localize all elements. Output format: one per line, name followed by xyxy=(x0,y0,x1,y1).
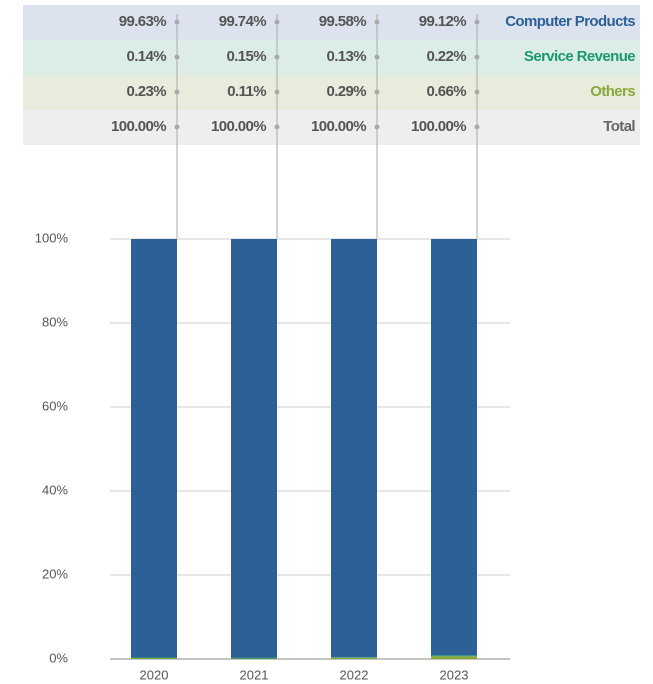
table-value: 99.58% xyxy=(319,13,367,30)
bar-segment xyxy=(231,239,277,658)
table-value: 0.14% xyxy=(126,48,166,65)
y-tick-label: 80% xyxy=(42,314,68,329)
table-value: 0.66% xyxy=(426,83,466,100)
table-value: 0.29% xyxy=(326,83,366,100)
x-tick-label: 2021 xyxy=(240,667,269,682)
connector-dot xyxy=(274,19,280,25)
bar-segment xyxy=(131,658,177,659)
row-label: Computer Products xyxy=(505,13,635,30)
connector-dot xyxy=(274,54,280,60)
bar-segment xyxy=(431,656,477,659)
connector-dot xyxy=(474,89,480,95)
table-value: 0.22% xyxy=(426,48,466,65)
y-tick-label: 60% xyxy=(42,398,68,413)
bar-segment xyxy=(431,655,477,657)
connector-dot xyxy=(174,124,180,130)
table-row-bg xyxy=(23,110,640,145)
table-row-bg xyxy=(23,40,640,75)
y-tick-label: 0% xyxy=(49,650,68,665)
connector-dot xyxy=(474,124,480,130)
table-row-bg xyxy=(23,5,640,40)
bar-segment xyxy=(231,657,277,659)
bar-segment xyxy=(131,239,177,658)
bar-segment xyxy=(331,657,377,658)
connector-dot xyxy=(474,54,480,60)
connector-dot xyxy=(474,19,480,25)
table-value: 0.13% xyxy=(326,48,366,65)
table-value: 0.11% xyxy=(227,83,266,100)
row-label: Service Revenue xyxy=(524,48,635,65)
table-value: 100.00% xyxy=(311,118,366,135)
x-tick-label: 2020 xyxy=(140,667,169,682)
table-value: 100.00% xyxy=(211,118,266,135)
bar-segment xyxy=(131,657,177,659)
x-tick-label: 2022 xyxy=(340,667,369,682)
connector-dot xyxy=(374,124,380,130)
row-label: Total xyxy=(603,118,635,135)
x-tick-label: 2023 xyxy=(440,667,469,682)
table-value: 100.00% xyxy=(411,118,466,135)
connector-dot xyxy=(174,54,180,60)
connector-dot xyxy=(374,89,380,95)
connector-dot xyxy=(274,124,280,130)
table-row-bg xyxy=(23,75,640,110)
y-tick-label: 20% xyxy=(42,566,68,581)
connector-dot xyxy=(374,54,380,60)
row-label: Others xyxy=(590,83,635,100)
y-tick-label: 100% xyxy=(35,230,69,245)
connector-dot xyxy=(174,19,180,25)
table-value: 0.23% xyxy=(126,83,166,100)
table-value: 99.74% xyxy=(219,13,267,30)
connector-dot xyxy=(374,19,380,25)
bar-segment xyxy=(431,239,477,656)
connector-dot xyxy=(274,89,280,95)
table-value: 100.00% xyxy=(111,118,166,135)
table-value: 99.12% xyxy=(419,13,467,30)
table-value: 99.63% xyxy=(119,13,167,30)
table-value: 0.15% xyxy=(226,48,266,65)
connector-dot xyxy=(174,89,180,95)
y-tick-label: 40% xyxy=(42,482,68,497)
bar-segment xyxy=(331,657,377,659)
bar-segment xyxy=(331,239,377,658)
